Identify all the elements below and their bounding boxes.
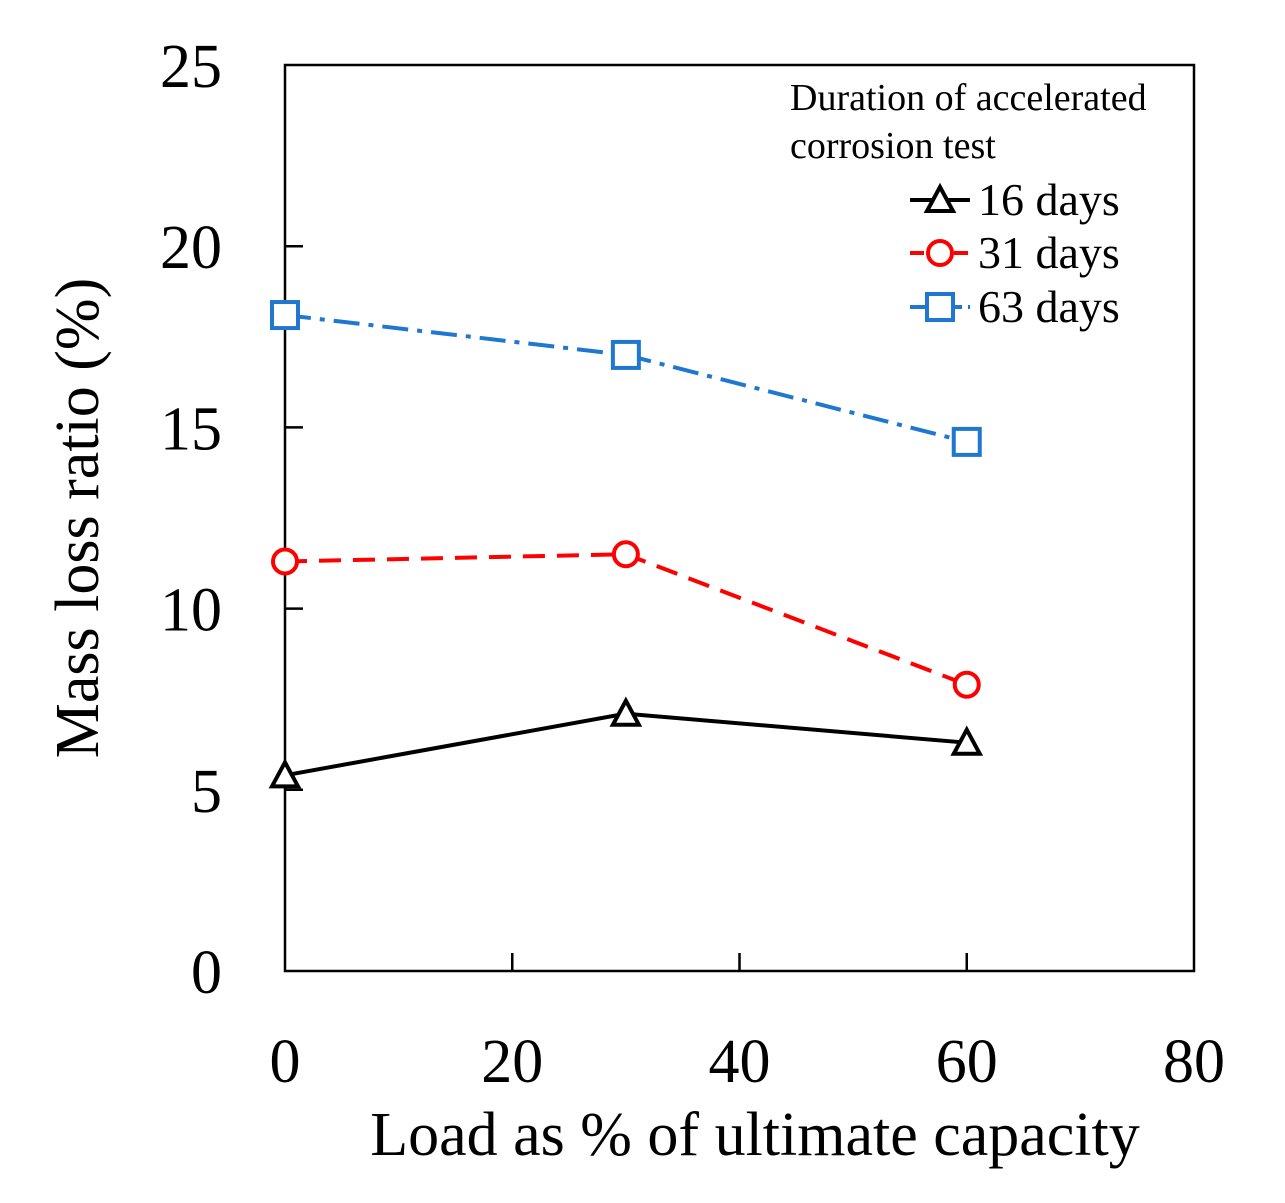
series-line: [284, 313, 968, 444]
data-point-square: [610, 339, 641, 370]
x-tick-label: 0: [270, 1028, 301, 1096]
legend-title-line1: Duration of accelerated: [790, 77, 1147, 119]
data-point-triangle: [609, 696, 643, 727]
series-layer: [268, 300, 984, 789]
series-63-days: [270, 300, 982, 457]
series-31-days: [271, 540, 981, 699]
series-16-days: [268, 696, 984, 789]
y-tick-label: 15: [160, 395, 222, 463]
data-point-square: [270, 300, 300, 331]
x-tick-label: 20: [481, 1028, 543, 1096]
data-point-triangle: [268, 758, 302, 789]
x-tick-label: 40: [709, 1028, 771, 1096]
legend-entry: 63 days: [910, 281, 1120, 332]
legend-entry: 16 days: [910, 174, 1120, 225]
y-axis-ticks: 0 5 10 15 20 25: [160, 33, 303, 1007]
y-tick-label: 10: [160, 577, 222, 645]
y-tick-label: 20: [160, 214, 222, 282]
legend-marker: [923, 182, 957, 214]
legend-entry: 31 days: [910, 227, 1120, 278]
legend-label: 31 days: [978, 227, 1120, 278]
y-tick-label: 0: [191, 939, 222, 1007]
legend-label: 63 days: [978, 281, 1120, 332]
x-axis-title: Load as % of ultimate capacity: [370, 1101, 1140, 1169]
y-tick-label: 5: [191, 758, 222, 826]
legend-title-line2: corrosion test: [790, 125, 996, 167]
legend-marker: [925, 292, 955, 322]
series-line: [284, 552, 968, 687]
data-point-circle: [271, 547, 299, 576]
x-axis-ticks: 0 20 40 60 80: [270, 953, 1225, 1096]
data-point-circle: [611, 540, 640, 569]
data-point-square: [951, 426, 982, 457]
y-tick-label: 25: [160, 33, 222, 101]
data-point-circle: [952, 670, 981, 699]
data-point-triangle: [950, 725, 984, 756]
y-axis-title: Mass loss ratio (%): [44, 278, 112, 758]
legend: Duration of accelerated corrosion test 1…: [790, 77, 1147, 332]
legend-marker: [926, 239, 954, 267]
x-tick-label: 60: [936, 1028, 998, 1096]
legend-label: 16 days: [978, 174, 1120, 225]
x-tick-label: 80: [1163, 1028, 1225, 1096]
